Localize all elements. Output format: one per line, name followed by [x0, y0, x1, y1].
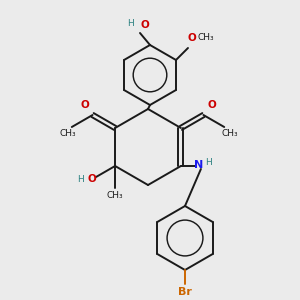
Text: O: O — [80, 100, 89, 110]
Text: Br: Br — [178, 287, 192, 297]
Text: CH₃: CH₃ — [107, 191, 123, 200]
Text: O: O — [207, 100, 216, 110]
Text: O: O — [88, 174, 96, 184]
Text: H: H — [127, 19, 134, 28]
Text: N: N — [194, 160, 203, 170]
Text: CH₃: CH₃ — [198, 34, 214, 43]
Text: O: O — [188, 33, 196, 43]
Text: O: O — [141, 20, 149, 30]
Text: CH₃: CH₃ — [222, 130, 238, 139]
Text: H: H — [77, 175, 83, 184]
Text: CH₃: CH₃ — [59, 130, 76, 139]
Text: H: H — [206, 158, 212, 166]
